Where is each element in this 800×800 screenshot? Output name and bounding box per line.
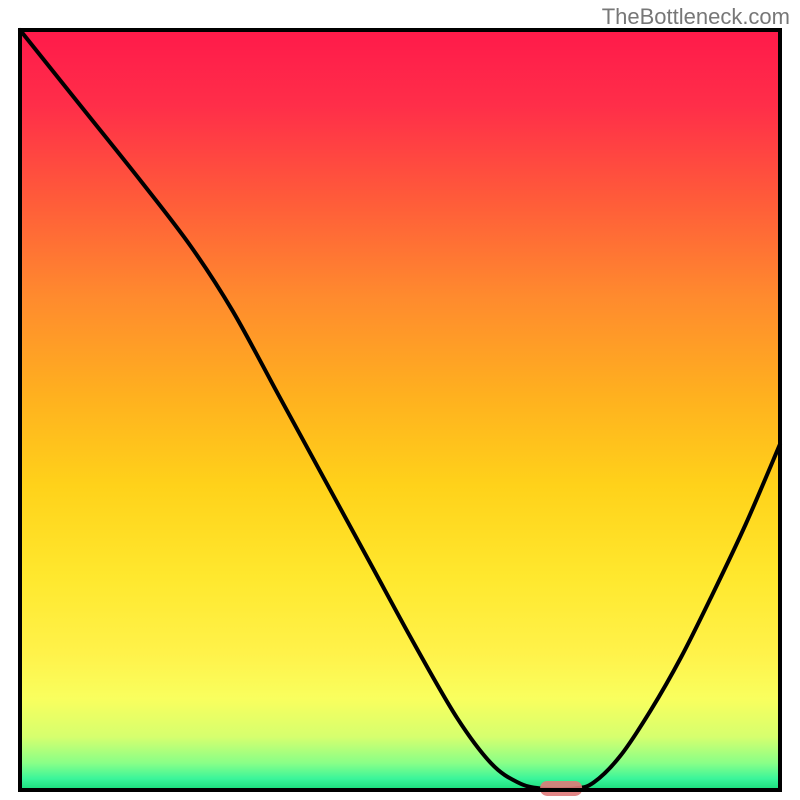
watermark-text: TheBottleneck.com [602, 4, 790, 30]
chart-container: TheBottleneck.com [0, 0, 800, 800]
bottleneck-chart [0, 0, 800, 800]
chart-background [20, 30, 780, 790]
